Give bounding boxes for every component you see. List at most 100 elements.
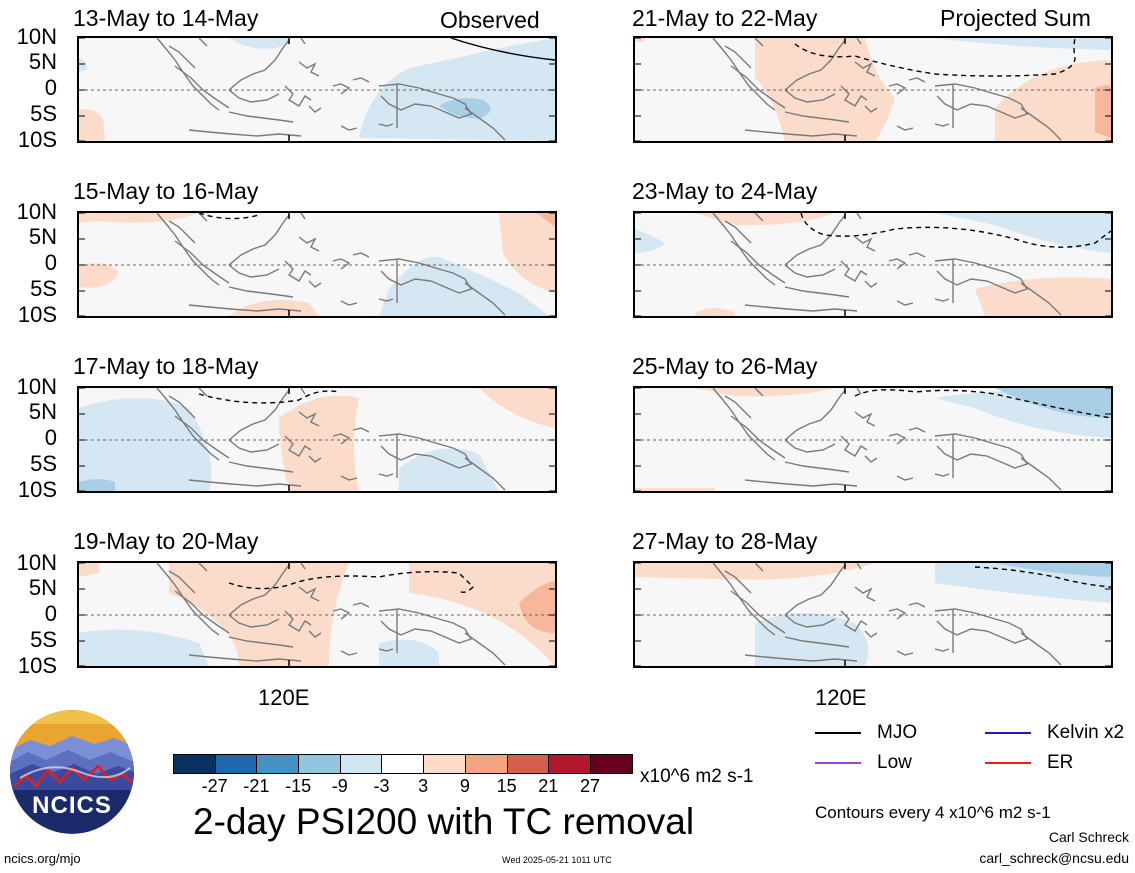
coastline bbox=[1020, 457, 1062, 491]
coastline bbox=[308, 280, 322, 288]
map-panel bbox=[633, 36, 1113, 143]
colorbar-tick-label: 3 bbox=[418, 776, 429, 796]
coastline bbox=[840, 260, 868, 282]
colorbar-tick-label: -21 bbox=[243, 776, 270, 796]
coastline bbox=[864, 455, 878, 463]
coastline bbox=[854, 236, 876, 252]
footer-timestamp: Wed 2025-05-21 1011 UTC bbox=[502, 855, 612, 865]
mjo-contour bbox=[800, 213, 1111, 248]
coastline bbox=[352, 427, 370, 433]
coastline bbox=[168, 45, 196, 69]
coastline bbox=[784, 286, 850, 298]
coastline bbox=[840, 610, 868, 632]
panel-title: 19-May to 20-May bbox=[73, 528, 259, 554]
colorbar-tick-label: 9 bbox=[459, 776, 470, 796]
coastline bbox=[784, 614, 836, 628]
colorbar-tick-label: 21 bbox=[538, 776, 559, 796]
anomaly-fill bbox=[79, 479, 115, 491]
coastline bbox=[712, 388, 776, 461]
coastline bbox=[228, 439, 280, 453]
coastline bbox=[730, 415, 786, 459]
coastline bbox=[340, 125, 358, 131]
coastline bbox=[754, 563, 764, 572]
panel-title: 21-May to 22-May bbox=[632, 5, 818, 31]
coastline bbox=[864, 630, 878, 638]
coastline bbox=[784, 636, 850, 648]
coastline bbox=[854, 61, 876, 77]
anomaly-fill bbox=[379, 639, 439, 666]
anomaly-fill bbox=[1095, 85, 1111, 138]
coastline bbox=[730, 65, 786, 109]
colorbar bbox=[173, 754, 633, 774]
coastline bbox=[300, 213, 306, 220]
anomaly-fill bbox=[79, 109, 105, 141]
lat-tick: 5N bbox=[28, 49, 57, 74]
anomaly-fill bbox=[79, 563, 99, 577]
coastline bbox=[332, 258, 351, 270]
coastline bbox=[284, 435, 312, 457]
coastline bbox=[856, 38, 862, 45]
coastline bbox=[712, 38, 776, 111]
coastline bbox=[284, 610, 312, 632]
coastline bbox=[1020, 282, 1062, 316]
coastline bbox=[198, 388, 208, 397]
footer-author: Carl Schreck bbox=[1048, 829, 1129, 845]
coastline bbox=[724, 570, 752, 594]
colorbar-swatch bbox=[340, 755, 383, 773]
coastline bbox=[712, 213, 776, 286]
coastline bbox=[308, 105, 322, 113]
coastline bbox=[934, 433, 1029, 469]
coastline bbox=[378, 608, 473, 644]
coastline bbox=[174, 65, 230, 109]
panel-label: Observed bbox=[440, 7, 540, 33]
coastline bbox=[724, 220, 752, 244]
panel-title: 17-May to 18-May bbox=[73, 353, 259, 379]
anomaly-fill bbox=[499, 213, 555, 293]
coastline bbox=[188, 479, 302, 487]
colorbar-swatch bbox=[382, 755, 425, 773]
coastline bbox=[784, 39, 846, 91]
coastline bbox=[744, 479, 858, 487]
coastline bbox=[464, 457, 506, 491]
coastline bbox=[464, 107, 506, 141]
coastline bbox=[864, 280, 878, 288]
coastline bbox=[934, 123, 950, 127]
colorbar-swatch bbox=[424, 755, 466, 773]
legend-item-kelvin: Kelvin x2 bbox=[985, 723, 1124, 742]
lat-tick: 0 bbox=[44, 250, 57, 275]
coastline bbox=[168, 220, 196, 244]
anomaly-fill bbox=[635, 563, 875, 580]
lat-axis-3: 10N 5N 0 5S 10S bbox=[0, 350, 57, 501]
lat-axis-2: 10N 5N 0 5S 10S bbox=[0, 175, 57, 326]
coastline bbox=[198, 38, 208, 47]
lat-tick: 5N bbox=[28, 399, 57, 424]
footer-email: carl_schreck@ncsu.edu bbox=[979, 850, 1129, 866]
coastline bbox=[896, 475, 914, 481]
lat-tick: 0 bbox=[44, 425, 57, 450]
lat-tick: 10N bbox=[16, 24, 57, 49]
anomaly-fill bbox=[79, 58, 87, 72]
anomaly-fill bbox=[635, 229, 665, 253]
anomaly-fill bbox=[935, 213, 1111, 253]
anomaly-fill bbox=[439, 98, 491, 119]
colorbar-swatch bbox=[174, 755, 216, 773]
coastline bbox=[298, 586, 320, 602]
lat-axis-4: 10N 5N 0 5S 10S bbox=[0, 526, 57, 677]
coastline bbox=[340, 650, 358, 656]
coastline bbox=[784, 89, 836, 103]
coastline bbox=[724, 45, 752, 69]
coastline bbox=[352, 252, 370, 258]
coastline bbox=[228, 89, 280, 103]
coastline bbox=[156, 38, 220, 111]
lat-axis-1: 10N 5N 0 5S 10S bbox=[0, 0, 57, 151]
coastline bbox=[188, 304, 302, 312]
legend-swatch bbox=[985, 731, 1031, 734]
coastline bbox=[754, 38, 764, 47]
logo-text: NCICS bbox=[32, 792, 112, 819]
lat-tick: 5S bbox=[30, 627, 57, 652]
lon-tick: 120E bbox=[815, 685, 867, 710]
legend-swatch bbox=[985, 761, 1031, 764]
coastline bbox=[174, 240, 230, 284]
anomaly-fill bbox=[409, 563, 555, 666]
lat-tick: 5N bbox=[28, 224, 57, 249]
